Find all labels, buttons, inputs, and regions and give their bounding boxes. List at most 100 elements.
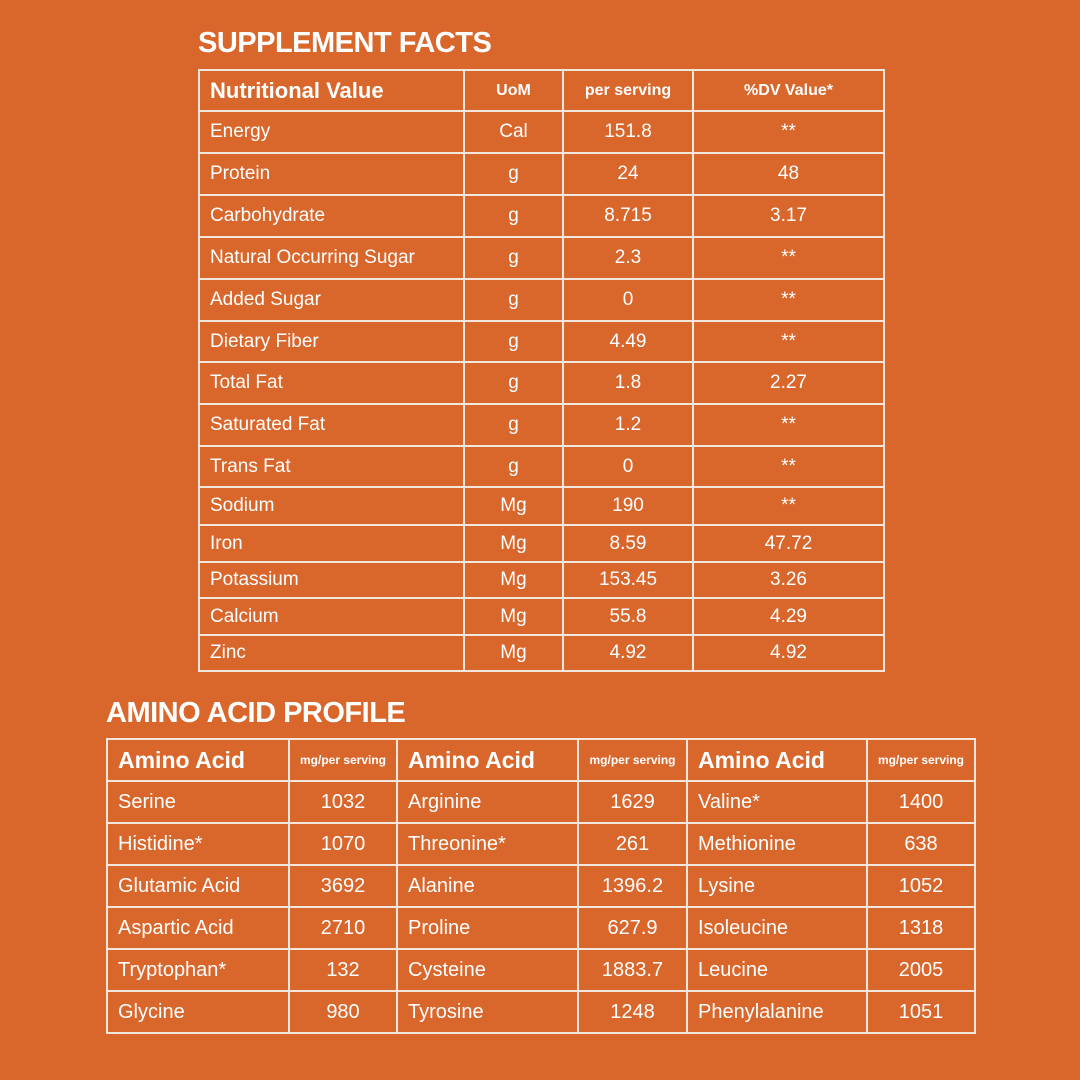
cell-value: ** bbox=[692, 445, 885, 488]
cell-value: 8.59 bbox=[562, 524, 694, 563]
table-row: Glutamic Acid 3692 Alanine 1396.2 Lysine 1052 bbox=[106, 864, 976, 908]
amino-acid-value: 1032 bbox=[288, 780, 398, 824]
cell-value: 190 bbox=[562, 486, 694, 526]
nutrient-name: Energy bbox=[198, 110, 465, 154]
table-row: Protein g 24 48 bbox=[198, 152, 885, 196]
cell-value: Mg bbox=[463, 486, 564, 526]
table-header-row: Amino Acid mg/per serving Amino Acid mg/per… bbox=[106, 738, 976, 782]
column-header: per serving bbox=[562, 69, 694, 112]
amino-acid-name: Methionine bbox=[686, 822, 868, 866]
cell-value: 8.715 bbox=[562, 194, 694, 238]
amino-acid-name: Valine* bbox=[686, 780, 868, 824]
cell-value: 1.2 bbox=[562, 403, 694, 447]
amino-acid-value: 261 bbox=[577, 822, 688, 866]
column-header: UoM bbox=[463, 69, 564, 112]
amino-acid-value: 1318 bbox=[866, 906, 976, 950]
table-row: Carbohydrate g 8.715 3.17 bbox=[198, 194, 885, 238]
table-row: Zinc Mg 4.92 4.92 bbox=[198, 634, 885, 672]
column-header: mg/per serving bbox=[866, 738, 976, 782]
table-row: Energy Cal 151.8 ** bbox=[198, 110, 885, 154]
cell-value: ** bbox=[692, 236, 885, 280]
cell-value: Mg bbox=[463, 634, 564, 672]
column-header: Amino Acid bbox=[396, 738, 579, 782]
amino-acid-value: 1396.2 bbox=[577, 864, 688, 908]
cell-value: Mg bbox=[463, 597, 564, 636]
cell-value: 2.27 bbox=[692, 361, 885, 405]
cell-value: Cal bbox=[463, 110, 564, 154]
nutrient-name: Trans Fat bbox=[198, 445, 465, 488]
table-row: Iron Mg 8.59 47.72 bbox=[198, 524, 885, 563]
amino-acid-value: 1070 bbox=[288, 822, 398, 866]
amino-acid-value: 3692 bbox=[288, 864, 398, 908]
table-row: Glycine 980 Tyrosine 1248 Phenylalanine 1051 bbox=[106, 990, 976, 1034]
column-header: Amino Acid bbox=[106, 738, 290, 782]
cell-value: g bbox=[463, 152, 564, 196]
amino-acid-table: Amino Acid mg/per serving Amino Acid mg/per… bbox=[106, 738, 976, 1034]
table-row: Tryptophan* 132 Cysteine 1883.7 Leucine 2005 bbox=[106, 948, 976, 992]
cell-value: ** bbox=[692, 110, 885, 154]
amino-acid-value: 638 bbox=[866, 822, 976, 866]
supplement-facts-table: Nutritional Value UoM per serving %DV Value… bbox=[198, 69, 885, 672]
table-header-row: Nutritional Value UoM per serving %DV Value… bbox=[198, 69, 885, 112]
nutrient-name: Zinc bbox=[198, 634, 465, 672]
amino-acid-value: 1051 bbox=[866, 990, 976, 1034]
cell-value: 0 bbox=[562, 445, 694, 488]
cell-value: 24 bbox=[562, 152, 694, 196]
amino-acid-name: Serine bbox=[106, 780, 290, 824]
cell-value: ** bbox=[692, 278, 885, 322]
nutrient-name: Natural Occurring Sugar bbox=[198, 236, 465, 280]
cell-value: 2.3 bbox=[562, 236, 694, 280]
table-row: Dietary Fiber g 4.49 ** bbox=[198, 320, 885, 363]
cell-value: 3.26 bbox=[692, 561, 885, 599]
cell-value: 0 bbox=[562, 278, 694, 322]
amino-acid-name: Leucine bbox=[686, 948, 868, 992]
amino-acid-value: 1629 bbox=[577, 780, 688, 824]
amino-acid-value: 2005 bbox=[866, 948, 976, 992]
cell-value: g bbox=[463, 236, 564, 280]
amino-acid-value: 1052 bbox=[866, 864, 976, 908]
nutrient-name: Saturated Fat bbox=[198, 403, 465, 447]
amino-acid-value: 2710 bbox=[288, 906, 398, 950]
cell-value: ** bbox=[692, 403, 885, 447]
supplement-facts-title: SUPPLEMENT FACTS bbox=[198, 27, 492, 59]
table-row: Histidine* 1070 Threonine* 261 Methionine 638 bbox=[106, 822, 976, 866]
amino-acid-value: 132 bbox=[288, 948, 398, 992]
amino-acid-value: 980 bbox=[288, 990, 398, 1034]
nutrient-name: Calcium bbox=[198, 597, 465, 636]
cell-value: 1.8 bbox=[562, 361, 694, 405]
nutrient-name: Sodium bbox=[198, 486, 465, 526]
table-row: Sodium Mg 190 ** bbox=[198, 486, 885, 526]
table-row: Total Fat g 1.8 2.27 bbox=[198, 361, 885, 405]
table-row: Trans Fat g 0 ** bbox=[198, 445, 885, 488]
cell-value: 3.17 bbox=[692, 194, 885, 238]
amino-acid-profile-title: AMINO ACID PROFILE bbox=[106, 697, 406, 729]
cell-value: 55.8 bbox=[562, 597, 694, 636]
amino-acid-name: Tyrosine bbox=[396, 990, 579, 1034]
table-row: Serine 1032 Arginine 1629 Valine* 1400 bbox=[106, 780, 976, 824]
cell-value: Mg bbox=[463, 524, 564, 563]
column-header: Nutritional Value bbox=[198, 69, 465, 112]
amino-acid-value: 627.9 bbox=[577, 906, 688, 950]
cell-value: g bbox=[463, 320, 564, 363]
cell-value: 48 bbox=[692, 152, 885, 196]
cell-value: ** bbox=[692, 320, 885, 363]
cell-value: 4.92 bbox=[562, 634, 694, 672]
table-row: Saturated Fat g 1.2 ** bbox=[198, 403, 885, 447]
nutrient-name: Dietary Fiber bbox=[198, 320, 465, 363]
amino-acid-name: Alanine bbox=[396, 864, 579, 908]
table-row: Potassium Mg 153.45 3.26 bbox=[198, 561, 885, 599]
nutrient-name: Added Sugar bbox=[198, 278, 465, 322]
cell-value: Mg bbox=[463, 561, 564, 599]
cell-value: 4.49 bbox=[562, 320, 694, 363]
cell-value: 4.29 bbox=[692, 597, 885, 636]
nutrient-name: Iron bbox=[198, 524, 465, 563]
cell-value: g bbox=[463, 278, 564, 322]
cell-value: g bbox=[463, 445, 564, 488]
cell-value: g bbox=[463, 403, 564, 447]
amino-acid-name: Proline bbox=[396, 906, 579, 950]
amino-acid-name: Glycine bbox=[106, 990, 290, 1034]
nutrient-name: Potassium bbox=[198, 561, 465, 599]
cell-value: 151.8 bbox=[562, 110, 694, 154]
amino-acid-name: Tryptophan* bbox=[106, 948, 290, 992]
cell-value: 4.92 bbox=[692, 634, 885, 672]
